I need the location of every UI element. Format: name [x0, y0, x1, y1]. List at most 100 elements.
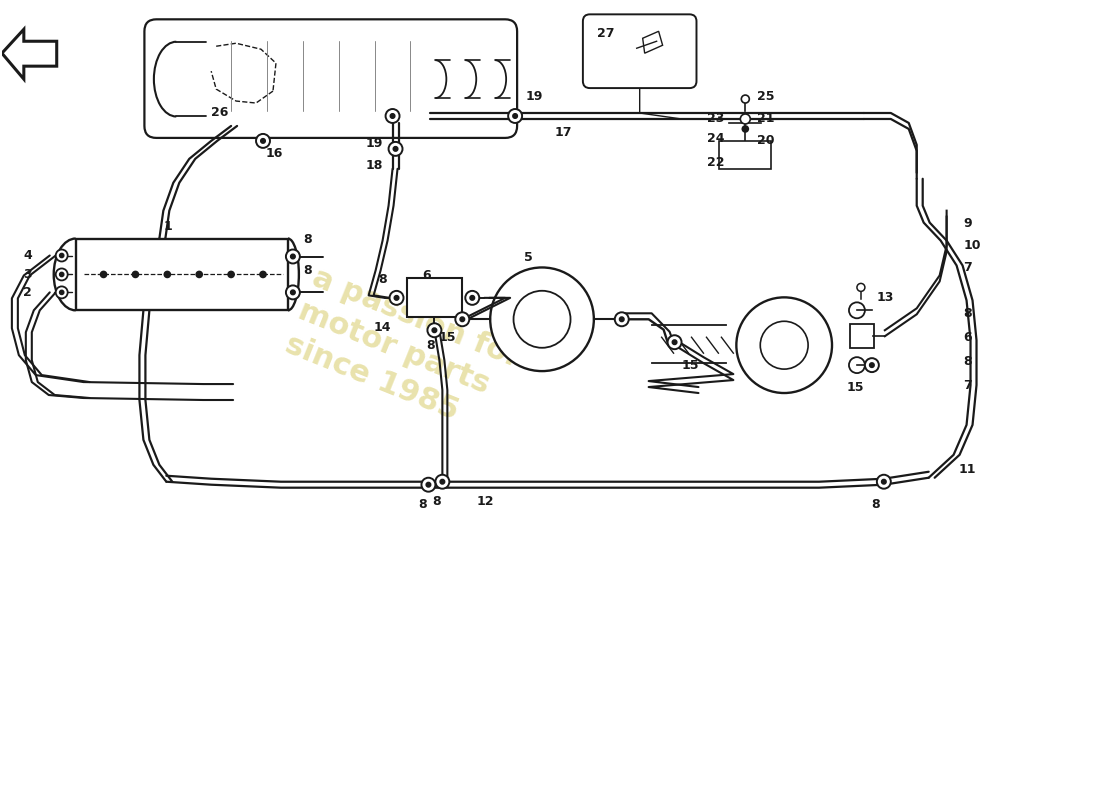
Circle shape: [432, 328, 437, 333]
Circle shape: [286, 286, 300, 299]
Circle shape: [59, 254, 64, 258]
Text: 4: 4: [23, 249, 32, 262]
Text: 13: 13: [877, 291, 894, 304]
Circle shape: [394, 146, 398, 151]
Text: 26: 26: [211, 106, 229, 119]
Text: 25: 25: [757, 90, 774, 102]
Text: 8: 8: [418, 498, 427, 511]
Circle shape: [290, 254, 295, 258]
Circle shape: [508, 109, 522, 123]
Text: 19: 19: [525, 90, 542, 102]
Circle shape: [390, 114, 395, 118]
Text: 17: 17: [556, 126, 572, 139]
Text: 6: 6: [964, 330, 972, 344]
FancyBboxPatch shape: [850, 324, 873, 348]
Circle shape: [132, 271, 139, 278]
Circle shape: [196, 271, 202, 278]
FancyBboxPatch shape: [407, 278, 462, 318]
Circle shape: [514, 290, 571, 348]
Circle shape: [56, 269, 68, 281]
Circle shape: [877, 474, 891, 489]
FancyBboxPatch shape: [144, 19, 517, 138]
Circle shape: [386, 109, 399, 123]
Circle shape: [741, 95, 749, 103]
Text: 18: 18: [365, 159, 383, 172]
Circle shape: [513, 114, 517, 118]
Text: 14: 14: [374, 321, 392, 334]
Text: 2: 2: [23, 286, 32, 299]
Text: 22: 22: [707, 156, 725, 170]
Circle shape: [619, 317, 624, 322]
Text: 16: 16: [266, 147, 284, 160]
Circle shape: [672, 340, 676, 344]
Text: 24: 24: [707, 133, 725, 146]
Text: 19: 19: [365, 138, 383, 150]
Circle shape: [870, 363, 874, 367]
Circle shape: [470, 296, 474, 300]
Text: 8: 8: [432, 495, 441, 508]
Text: 8: 8: [871, 498, 880, 511]
Circle shape: [56, 250, 68, 262]
Circle shape: [491, 267, 594, 371]
Text: 12: 12: [476, 495, 494, 508]
Text: 15: 15: [439, 330, 455, 344]
Text: 3: 3: [23, 268, 32, 281]
Circle shape: [286, 250, 300, 263]
Circle shape: [760, 322, 808, 369]
Text: 15: 15: [682, 358, 698, 372]
FancyBboxPatch shape: [719, 141, 771, 169]
Text: 21: 21: [757, 113, 774, 126]
FancyBboxPatch shape: [583, 14, 696, 88]
Text: 8: 8: [378, 274, 387, 286]
Text: 15: 15: [847, 381, 865, 394]
Circle shape: [436, 474, 450, 489]
Circle shape: [56, 286, 68, 298]
Circle shape: [394, 296, 398, 300]
Circle shape: [857, 283, 865, 291]
Circle shape: [736, 298, 832, 393]
Text: 7: 7: [964, 378, 972, 391]
Circle shape: [668, 335, 682, 349]
Circle shape: [426, 482, 430, 487]
Text: 8: 8: [302, 233, 311, 246]
Circle shape: [256, 134, 270, 148]
Text: 27: 27: [597, 26, 614, 40]
Circle shape: [261, 138, 265, 143]
Circle shape: [59, 273, 64, 277]
Circle shape: [389, 291, 404, 305]
Circle shape: [290, 290, 295, 294]
Circle shape: [849, 357, 865, 373]
Circle shape: [164, 271, 170, 278]
Circle shape: [100, 271, 107, 278]
Circle shape: [228, 271, 234, 278]
Polygon shape: [2, 30, 57, 79]
Text: 23: 23: [707, 113, 725, 126]
Text: 7: 7: [964, 261, 972, 274]
Text: 5: 5: [524, 251, 532, 264]
Circle shape: [460, 317, 464, 322]
Circle shape: [849, 302, 865, 318]
Circle shape: [465, 291, 480, 305]
Text: 8: 8: [427, 338, 436, 352]
Circle shape: [421, 478, 436, 492]
Text: 8: 8: [964, 307, 972, 320]
Text: 9: 9: [964, 217, 972, 230]
Circle shape: [865, 358, 879, 372]
Circle shape: [388, 142, 403, 156]
Text: 20: 20: [757, 134, 774, 147]
Circle shape: [615, 312, 629, 326]
Circle shape: [881, 479, 886, 484]
Circle shape: [260, 271, 266, 278]
Text: 1: 1: [163, 220, 172, 233]
Circle shape: [740, 114, 750, 124]
Circle shape: [428, 323, 441, 338]
Circle shape: [440, 479, 444, 484]
Circle shape: [59, 290, 64, 294]
Text: 11: 11: [958, 463, 976, 476]
Text: a passion for
motor parts
since 1985: a passion for motor parts since 1985: [280, 263, 525, 440]
Text: 10: 10: [964, 239, 981, 252]
Circle shape: [742, 126, 748, 132]
FancyBboxPatch shape: [76, 238, 288, 310]
Text: 8: 8: [964, 354, 972, 368]
Text: 8: 8: [302, 264, 311, 277]
